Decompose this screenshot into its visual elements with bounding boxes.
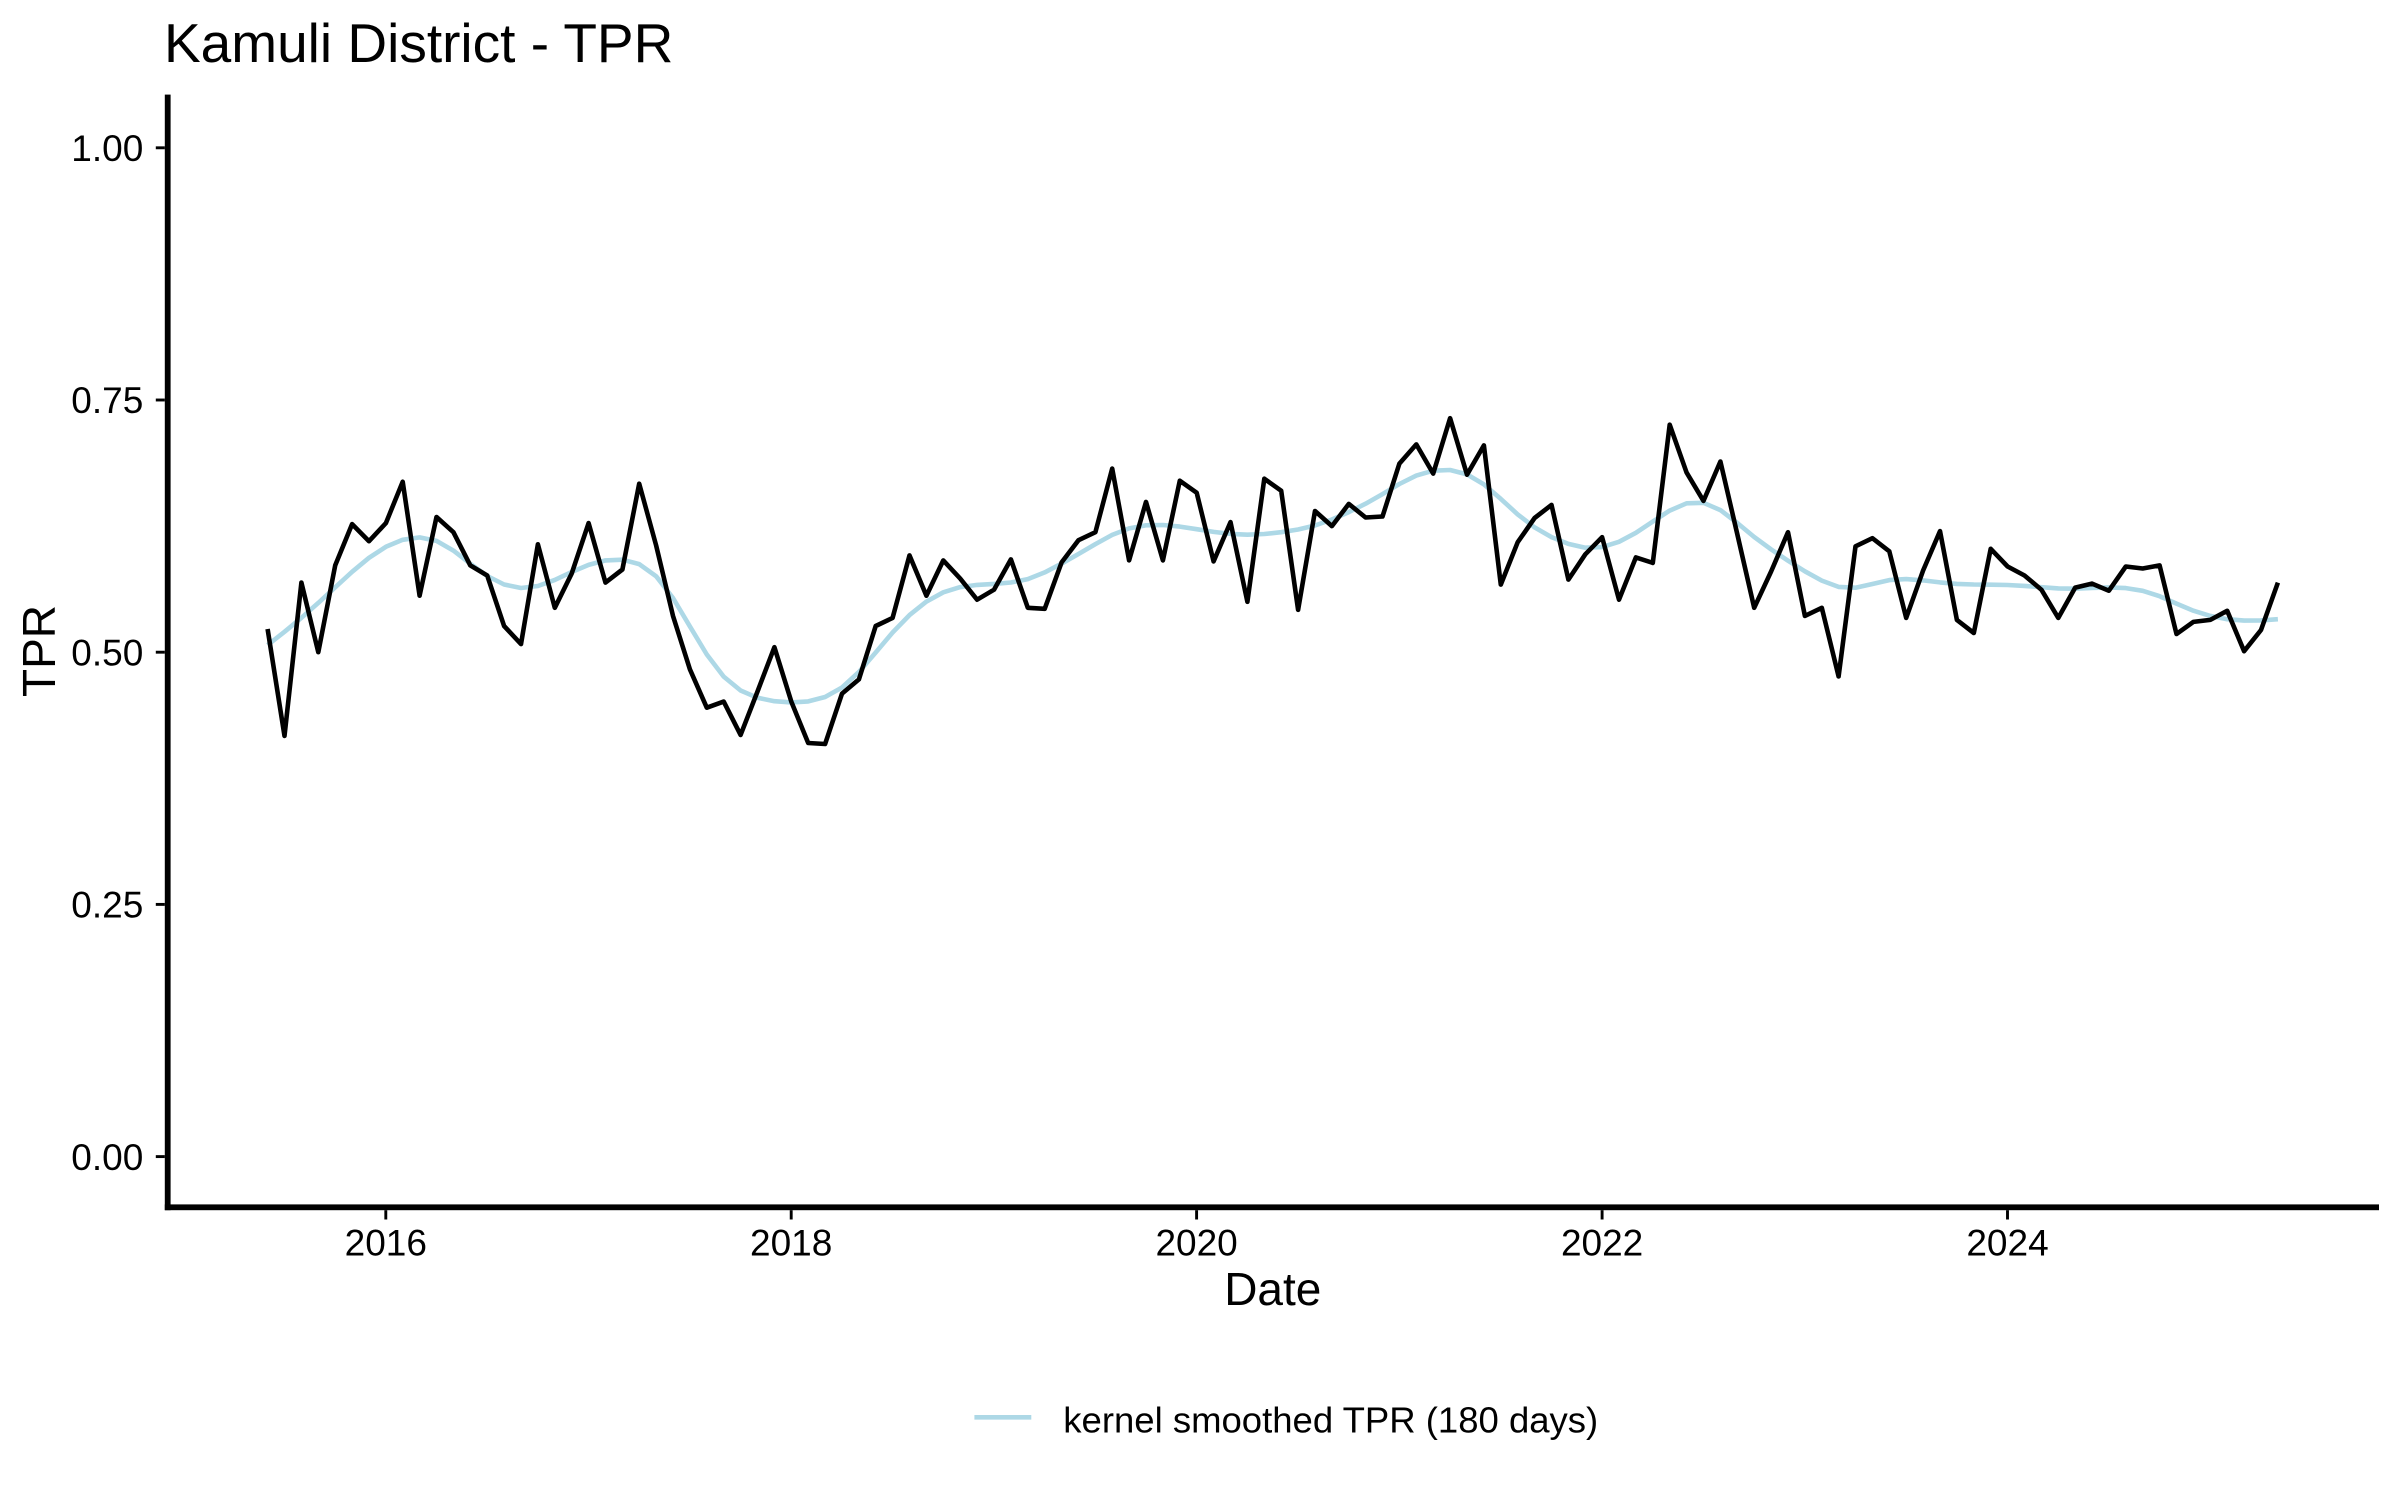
svg-text:2022: 2022 (1561, 1223, 1643, 1264)
svg-text:0.00: 0.00 (71, 1137, 143, 1178)
svg-text:TPR: TPR (13, 605, 65, 697)
svg-text:Kamuli District - TPR: Kamuli District - TPR (164, 12, 673, 74)
svg-text:2016: 2016 (345, 1223, 427, 1264)
svg-text:2018: 2018 (750, 1223, 832, 1264)
svg-text:0.25: 0.25 (71, 885, 143, 926)
svg-text:Date: Date (1224, 1263, 1321, 1315)
svg-text:1.00: 1.00 (71, 128, 143, 169)
svg-text:0.75: 0.75 (71, 380, 143, 421)
svg-text:kernel smoothed TPR (180 days): kernel smoothed TPR (180 days) (1063, 1400, 1598, 1441)
svg-text:2020: 2020 (1155, 1223, 1237, 1264)
svg-text:2024: 2024 (1966, 1223, 2048, 1264)
svg-text:0.50: 0.50 (71, 632, 143, 673)
